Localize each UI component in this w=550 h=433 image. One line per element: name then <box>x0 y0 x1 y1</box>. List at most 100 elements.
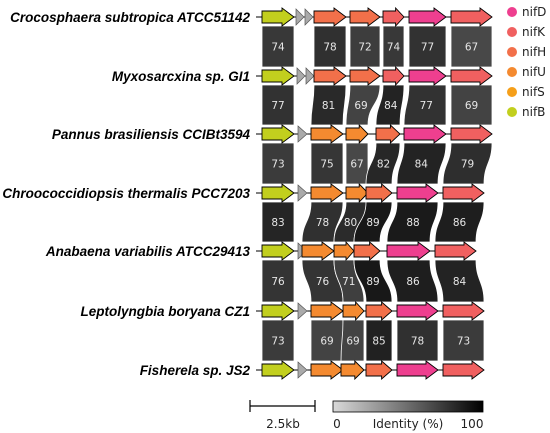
gene-legend: nifD nifK nifH nifU nifS nifB <box>507 5 546 119</box>
gene-arrow-nifD <box>408 66 447 86</box>
identity-ribbon <box>442 142 493 185</box>
gene-arrow-nifK <box>442 360 485 380</box>
gene-arrow-nifH <box>365 360 393 380</box>
gene-arrow-nifB <box>261 7 295 27</box>
legend-entry-nifU: nifU <box>507 65 546 79</box>
gene-track <box>256 240 477 262</box>
identity-ribbon <box>310 142 344 185</box>
identity-label: 77 <box>271 100 284 112</box>
identity-label: 83 <box>271 217 284 229</box>
identity-ribbon <box>382 25 405 68</box>
identity-label: 73 <box>271 336 284 348</box>
legend-swatch-nifU <box>507 67 517 77</box>
colorbar-max-label: 100 <box>461 417 484 431</box>
linker-gene-arrow <box>297 361 308 379</box>
identity-ribbon <box>434 201 485 243</box>
gene-arrow-nifU <box>310 124 344 144</box>
identity-label: 84 <box>453 276 467 288</box>
identity-ribbon <box>261 84 295 126</box>
gene-arrow-nifK <box>450 66 493 86</box>
gene-arrow-nifB <box>261 360 295 380</box>
gene-arrow-nifH <box>349 7 381 27</box>
identity-label: 69 <box>465 100 478 112</box>
identity-ribbon <box>450 84 493 126</box>
linker-gene-arrow <box>297 184 308 202</box>
identity-label: 76 <box>316 276 330 288</box>
identity-label: 80 <box>344 217 357 229</box>
gene-arrow-nifD <box>408 7 447 27</box>
identity-ribbon <box>340 319 365 362</box>
identity-ribbon <box>408 25 447 68</box>
colorbar-title: Identity (%) <box>373 417 444 431</box>
legend-entry-nifH: nifH <box>507 45 546 59</box>
gene-arrow-nifK <box>382 6 405 28</box>
scale-bar: 2.5kb <box>249 400 316 431</box>
identity-label: 75 <box>320 159 333 171</box>
identity-ribbon <box>261 201 295 243</box>
gene-arrow-nifD <box>396 183 439 203</box>
identity-label: 73 <box>457 336 470 348</box>
legend-entry-nifD: nifD <box>507 5 546 19</box>
gene-arrow-nifH <box>313 7 347 27</box>
species-labels: Crocosphaera subtropica ATCC51142 Myxosar… <box>2 10 250 378</box>
identity-label: 78 <box>316 217 329 229</box>
legend-entry-nifS: nifS <box>507 85 545 99</box>
gene-arrow-nifB <box>261 183 295 203</box>
identity-label: 84 <box>384 100 398 112</box>
identity-label: 81 <box>322 100 335 112</box>
identity-ribbon <box>396 319 439 362</box>
linker-gene-arrow <box>296 67 306 85</box>
identity-label: 69 <box>346 336 359 348</box>
identity-ribbons <box>261 25 493 362</box>
gene-arrow-nifU <box>345 182 369 204</box>
gene-arrow-nifD <box>386 241 431 261</box>
identity-label: 85 <box>372 336 385 348</box>
species-label: Fisherela sp. JS2 <box>140 363 251 378</box>
gene-arrow-nifK <box>434 241 477 261</box>
legend-swatch-nifK <box>507 27 517 37</box>
gene-arrow-nifK <box>450 124 493 144</box>
identity-label: 86 <box>453 217 467 229</box>
gene-arrow-nifK <box>442 183 485 203</box>
legend-entry-nifK: nifK <box>507 25 546 39</box>
species-label: Leptolyngbia boryana CZ1 <box>80 304 250 319</box>
identity-label: 78 <box>323 42 336 54</box>
identity-ribbon <box>386 201 439 243</box>
gene-arrow-nifU <box>310 183 344 203</box>
linker-gene-arrow <box>295 8 305 26</box>
identity-ribbon <box>396 142 447 185</box>
legend-label-nifU: nifU <box>522 65 546 79</box>
identity-ribbon <box>442 319 485 362</box>
identity-ribbon <box>345 84 381 126</box>
linker-gene-arrow <box>297 125 308 143</box>
identity-label: 89 <box>366 276 379 288</box>
legend-label-nifB: nifB <box>522 105 545 119</box>
identity-ribbon <box>261 25 295 68</box>
identity-ribbon <box>261 259 295 303</box>
identity-ribbon <box>386 259 439 303</box>
identity-labels: 74 78 72 74 77 67 77 81 69 84 77 69 73 75 67 82 84 79 83 78… <box>271 42 478 348</box>
gene-arrow-nifB <box>261 301 295 321</box>
gene-arrow-nifD <box>396 360 439 380</box>
colorbar-gradient <box>332 400 484 413</box>
identity-ribbon <box>261 142 295 185</box>
identity-label: 72 <box>358 42 371 54</box>
gene-arrow-nifU <box>310 301 344 321</box>
gene-arrow-nifB <box>261 241 295 261</box>
identity-ribbon <box>349 25 381 68</box>
species-label: Chroococcidiopsis thermalis PCC7203 <box>2 186 250 201</box>
identity-ribbon <box>261 319 295 362</box>
identity-label: 86 <box>406 276 420 288</box>
identity-label: 76 <box>271 276 285 288</box>
gene-arrow-nifU <box>340 359 365 381</box>
gene-arrow-nifU <box>301 241 335 261</box>
scale-bar-label: 2.5kb <box>266 417 300 431</box>
gene-arrow-nifH <box>353 241 381 261</box>
gene-track <box>256 300 485 322</box>
identity-label: 79 <box>461 159 474 171</box>
identity-label: 78 <box>411 336 424 348</box>
identity-label: 74 <box>387 42 401 54</box>
legend-swatch-nifD <box>507 7 517 17</box>
gene-track <box>256 123 493 145</box>
gene-arrow-nifD <box>403 124 447 144</box>
